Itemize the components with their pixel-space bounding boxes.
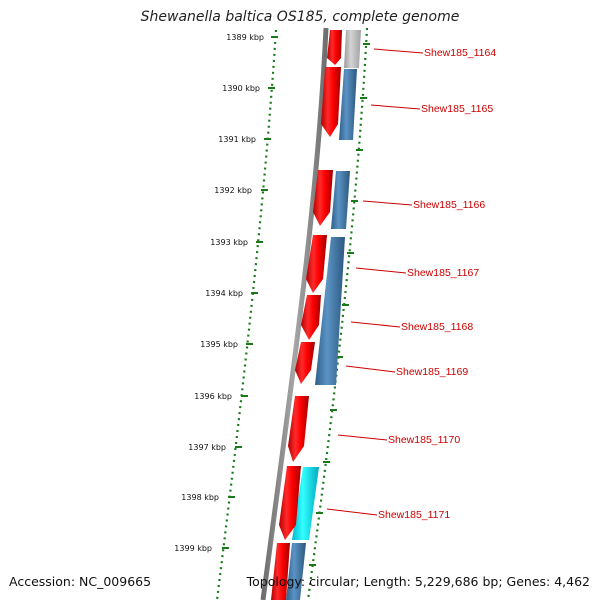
cds-arrow (271, 543, 290, 600)
gene-block-blue (339, 69, 357, 140)
gene-block-blue (315, 237, 345, 385)
gene-label[interactable]: Shew185_1166 (413, 199, 485, 211)
tick-label: 1397 kbp (188, 443, 226, 452)
gene-label[interactable]: Shew185_1164 (424, 47, 496, 59)
cds-arrow (327, 30, 342, 65)
outer-guide-dotted (306, 27, 369, 600)
gene-block-cyan (292, 467, 319, 540)
tick-label: 1389 kbp (226, 33, 264, 42)
cds-arrow (301, 295, 321, 340)
accession-text: Accession: NC_009665 (9, 574, 152, 589)
genome-summary-text: Topology: circular; Length: 5,229,686 bp… (246, 574, 590, 589)
outer-guide-ticks (309, 43, 370, 566)
cds-arrow (306, 235, 327, 293)
gene-label[interactable]: Shew185_1170 (388, 434, 460, 446)
ruler-tick-marks (222, 36, 278, 549)
cds-arrow (288, 396, 309, 462)
cds-arrow (295, 342, 315, 384)
tick-label: 1395 kbp (200, 340, 238, 349)
tick-label: 1396 kbp (194, 392, 232, 401)
gene-block-gray (344, 30, 361, 68)
tick-label: 1393 kbp (210, 238, 248, 247)
gene-label[interactable]: Shew185_1167 (407, 267, 479, 279)
map-title: Shewanella baltica OS185, complete genom… (140, 9, 460, 25)
cds-arrow (321, 67, 341, 137)
tick-label: 1392 kbp (214, 186, 252, 195)
gene-label[interactable]: Shew185_1168 (401, 321, 473, 333)
tick-label: 1391 kbp (218, 135, 256, 144)
cds-arrow (313, 170, 333, 226)
gene-label[interactable]: Shew185_1171 (378, 509, 450, 521)
label-leaders (326, 48, 424, 516)
gene-label[interactable]: Shew185_1169 (396, 366, 468, 378)
tick-label: 1390 kbp (222, 84, 260, 93)
gene-block-blue (286, 543, 306, 600)
gene-track (286, 30, 361, 600)
tick-label: 1394 kbp (205, 289, 243, 298)
tick-label: 1399 kbp (174, 544, 212, 553)
genome-backbone (260, 27, 329, 600)
cds-arrow (279, 466, 301, 540)
cds-track (271, 30, 342, 600)
gene-label[interactable]: Shew185_1165 (421, 103, 493, 115)
gene-block-blue (331, 171, 350, 229)
inner-ruler-dotted (215, 29, 278, 600)
tick-label: 1398 kbp (181, 493, 219, 502)
